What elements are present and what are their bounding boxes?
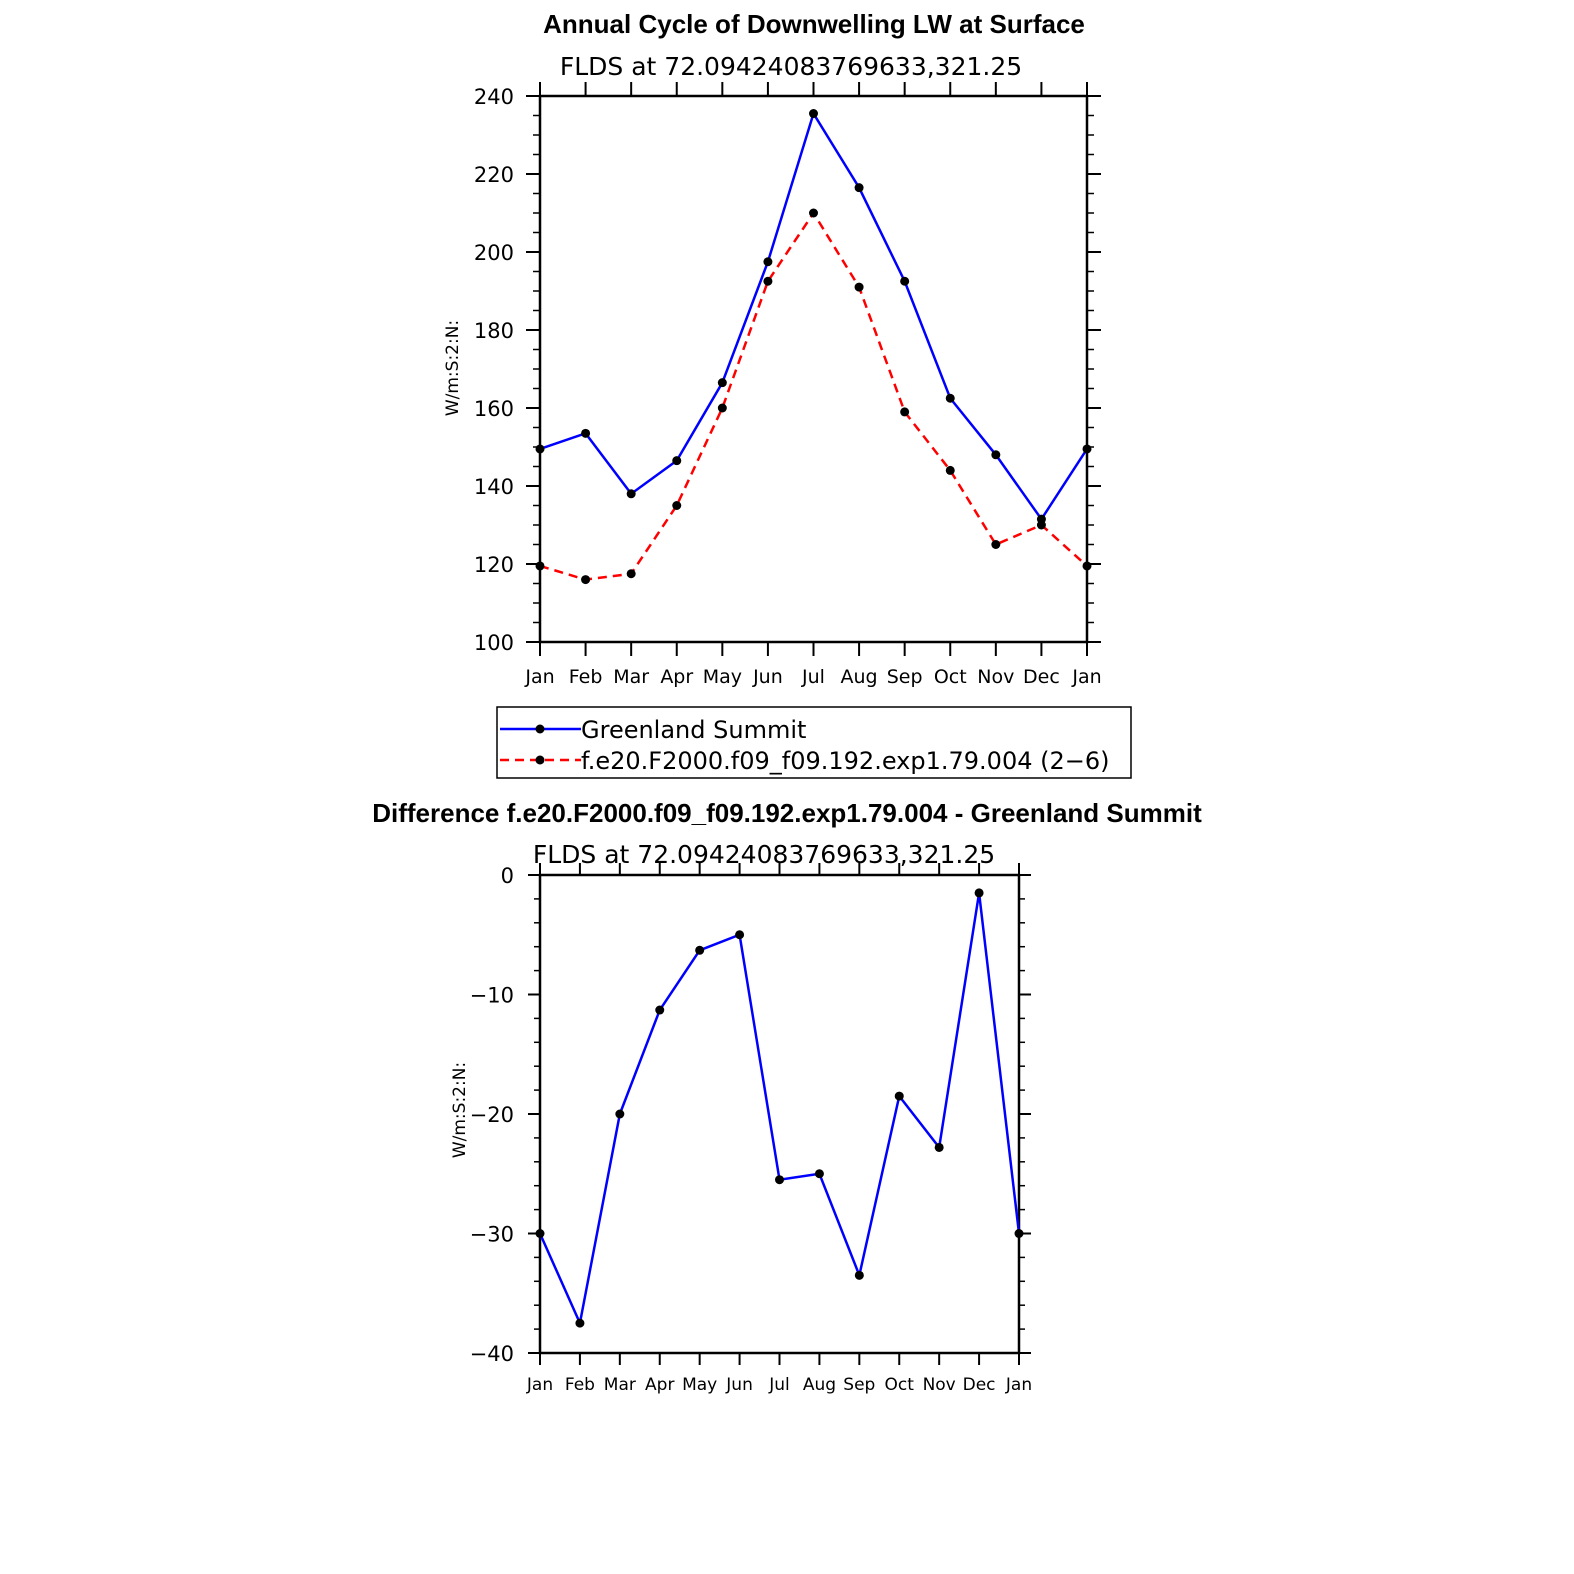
plot-frame [538, 873, 1021, 1355]
y-tick-label: 180 [474, 319, 514, 343]
x-tick-label: Dec [963, 1375, 996, 1395]
x-tick-label: Dec [1023, 666, 1060, 688]
x-tick-label: Jun [725, 1375, 753, 1395]
series-1-point [1082, 444, 1092, 454]
series-1-point [809, 109, 818, 119]
x-tick-label: Nov [977, 666, 1014, 688]
legend-label-model-run: f.e20.F2000.f09_f09.192.exp1.79.004 (2−6… [581, 747, 1109, 775]
series-2-point [945, 465, 955, 475]
y-tick-label: 0 [501, 864, 514, 888]
series-2-point [717, 403, 727, 413]
series-2-point [1036, 520, 1046, 530]
series-1-point [814, 1169, 824, 1179]
series-2-point [535, 561, 545, 571]
y-tick-label: 240 [474, 85, 514, 109]
series-line-1 [539, 110, 1089, 522]
legend-label-greenland-summit: Greenland Summit [581, 716, 806, 744]
x-tick-label: May [682, 1375, 717, 1395]
annual-cycle-chart: Annual Cycle of Downwelling LW at Surfac… [443, 9, 1102, 688]
series-1-point [672, 456, 682, 466]
y-tick-label: −10 [470, 984, 514, 1008]
series-1-point [1014, 1229, 1024, 1238]
x-tick-label: Aug [841, 666, 878, 688]
x-tick-label: Nov [923, 1375, 956, 1395]
series-2-point [854, 282, 864, 292]
series-line-1 [538, 892, 1021, 1328]
y-tick-label: 200 [474, 241, 514, 265]
series-1-point [974, 888, 984, 898]
series-1-point [775, 1175, 784, 1185]
chart2-y-axis-label: W/m:S:2:N: [450, 1062, 470, 1158]
series-1-point [854, 183, 864, 193]
y-tick-label: 140 [474, 475, 514, 499]
x-tick-label: Apr [660, 666, 693, 688]
series-2-point [991, 540, 1001, 549]
series-1-point [655, 1005, 665, 1015]
x-tick-label: Feb [569, 666, 603, 688]
series-1-point [991, 450, 1001, 460]
legend-marker-greenland-summit [535, 724, 545, 734]
chart2-title: Difference f.e20.F2000.f09_f09.192.exp1.… [372, 798, 1202, 828]
x-tick-label: Jul [768, 1375, 790, 1395]
series-line-2 [539, 210, 1088, 581]
series-1-point [854, 1270, 864, 1280]
series-2-point [626, 569, 636, 579]
x-tick-label: Aug [803, 1375, 836, 1395]
legend-marker-model-run [535, 755, 545, 765]
y-tick-label: 100 [474, 631, 514, 655]
series-1-point [581, 428, 591, 438]
series-1-point [894, 1091, 904, 1101]
chart1-title: Annual Cycle of Downwelling LW at Surfac… [543, 9, 1085, 39]
x-tick-label: Oct [934, 666, 967, 688]
y-tick-label: −40 [470, 1342, 514, 1366]
y-tick-label: 120 [474, 553, 514, 577]
chart2-subtitle: FLDS at 72.09424083769633,321.25 [533, 840, 995, 869]
x-tick-label: Oct [885, 1375, 915, 1395]
x-tick-label: Mar [613, 666, 649, 688]
x-tick-label: Apr [645, 1375, 674, 1395]
difference-chart: Difference f.e20.F2000.f09_f09.192.exp1.… [372, 798, 1202, 1395]
series-1-point [717, 378, 727, 388]
x-tick-label: Mar [604, 1375, 636, 1395]
x-tick-label: Feb [565, 1375, 595, 1395]
y-tick-label: 220 [474, 163, 514, 187]
chart1-legend: Greenland Summit f.e20.F2000.f09_f09.192… [496, 706, 1132, 779]
chart1-y-axis-label: W/m:S:2:N: [443, 320, 463, 416]
y-tick-label: −30 [470, 1223, 514, 1247]
series-1-point [695, 945, 705, 955]
series-1-point [735, 930, 745, 940]
x-tick-label: Jan [1005, 1375, 1032, 1395]
series-1-point [934, 1142, 944, 1152]
series-1-point [900, 276, 910, 286]
x-tick-label: Jun [752, 666, 783, 688]
series-1-point [626, 489, 636, 499]
series-2-point [1082, 561, 1092, 571]
legend-box [496, 706, 1132, 779]
series-1-point [763, 257, 773, 267]
series-2-point [900, 407, 910, 417]
x-tick-label: Jul [801, 666, 825, 688]
series-2-point [581, 575, 591, 585]
series-1-point [575, 1318, 585, 1328]
y-tick-label: 160 [474, 397, 514, 421]
series-2-point [809, 208, 818, 218]
series-1-point [615, 1109, 625, 1119]
series-1-point [535, 444, 545, 454]
series-2-point [672, 501, 682, 510]
x-tick-label: May [703, 666, 742, 688]
series-1-point [535, 1229, 545, 1238]
series-2-point [763, 276, 773, 286]
y-tick-label: −20 [470, 1103, 514, 1127]
series-1-point [945, 393, 955, 403]
chart1-subtitle: FLDS at 72.09424083769633,321.25 [560, 52, 1022, 81]
x-tick-label: Sep [843, 1375, 875, 1395]
x-tick-label: Jan [526, 1375, 553, 1395]
x-tick-label: Jan [524, 666, 554, 688]
x-tick-label: Sep [887, 666, 923, 688]
x-tick-label: Jan [1071, 666, 1101, 688]
plot-frame [538, 94, 1089, 644]
